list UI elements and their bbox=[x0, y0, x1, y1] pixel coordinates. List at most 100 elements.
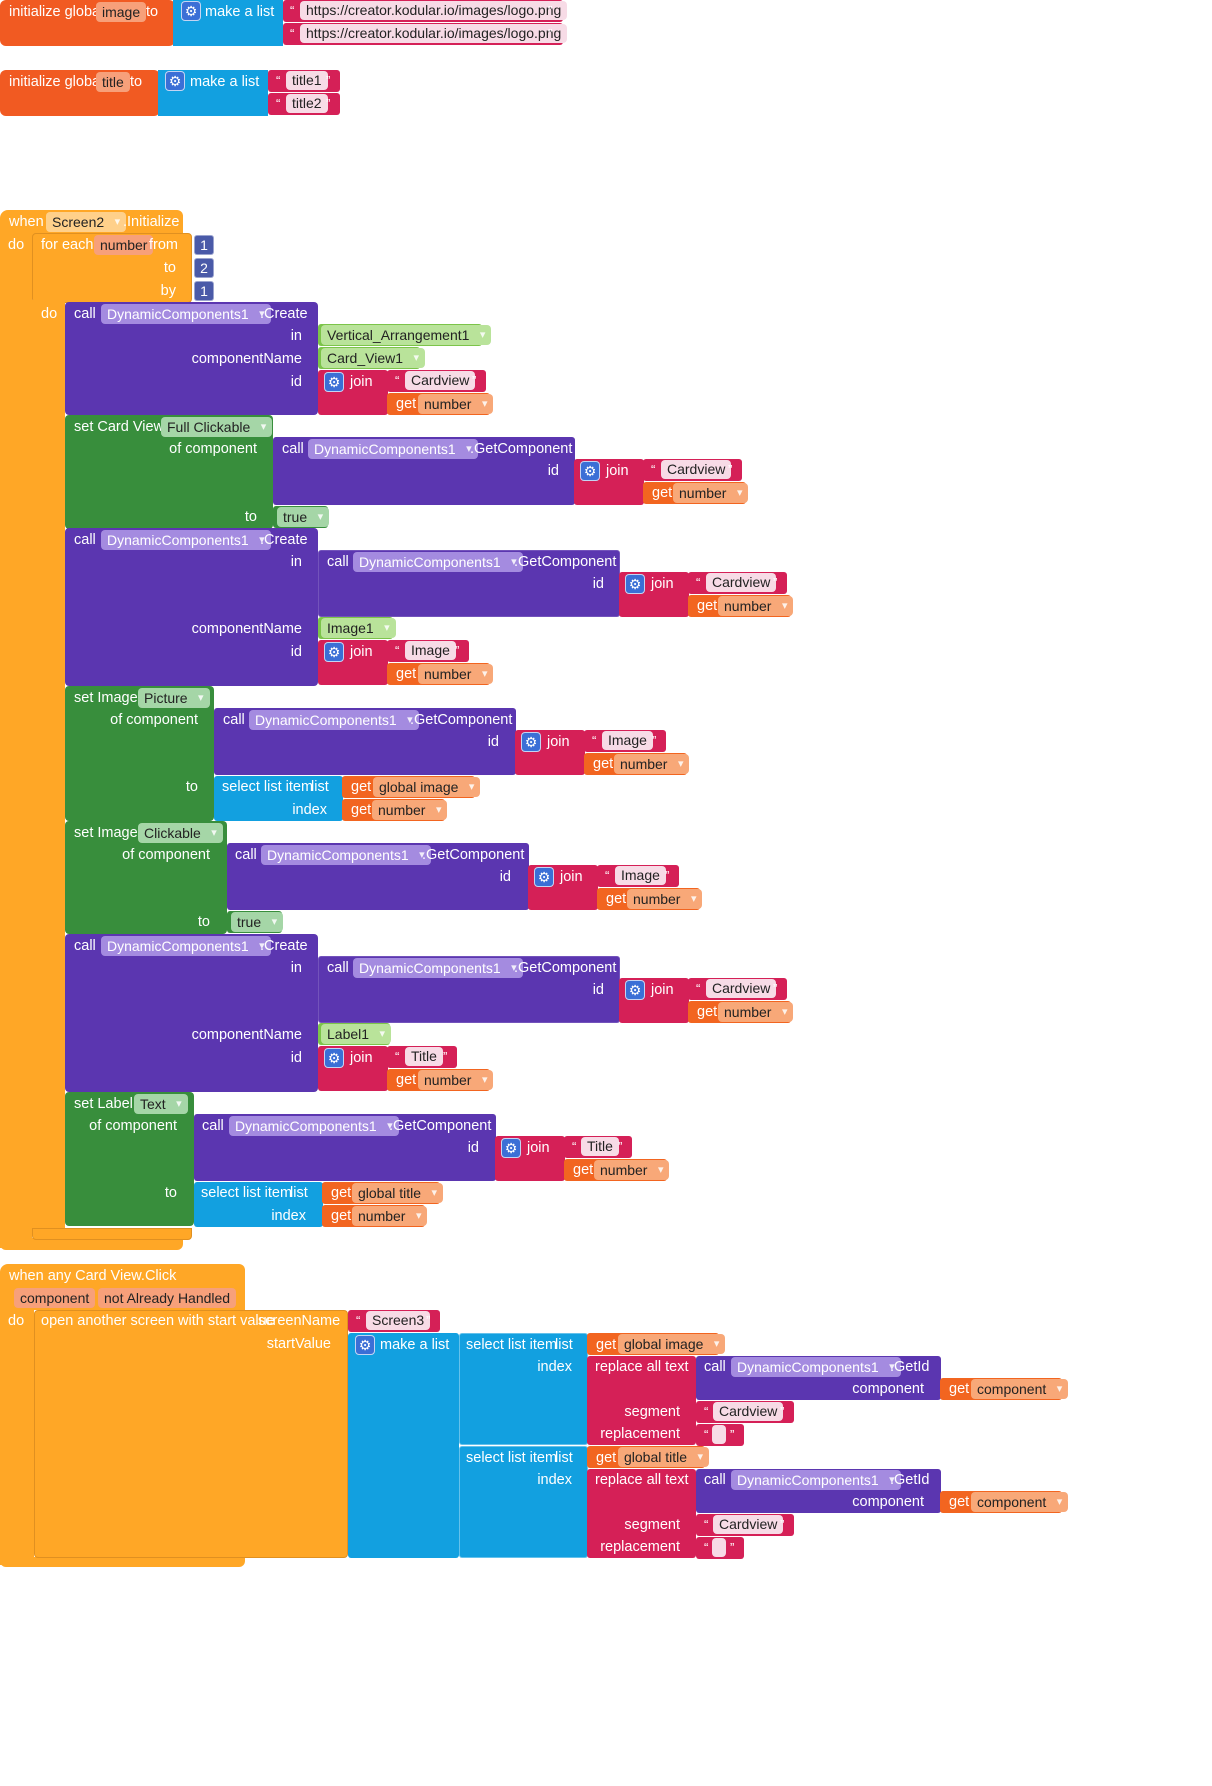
component-dropdown-dyn[interactable]: DynamicComponents1 bbox=[731, 1470, 901, 1490]
var-number-dropdown[interactable]: number bbox=[594, 1160, 670, 1180]
var-global-image-dropdown[interactable]: global image bbox=[373, 777, 481, 797]
for-each-label: for each bbox=[41, 237, 94, 253]
gear-icon[interactable]: ⚙ bbox=[181, 1, 201, 21]
string-cardview[interactable]: Cardview bbox=[706, 979, 777, 998]
var-component-dropdown[interactable]: component bbox=[971, 1379, 1069, 1399]
card-view1-dropdown[interactable]: Card_View1 bbox=[321, 348, 426, 368]
segment-label: segment bbox=[624, 1404, 680, 1420]
get-label: get bbox=[351, 802, 372, 818]
string-cardview[interactable]: Cardview bbox=[661, 460, 732, 479]
setter-image-picture[interactable] bbox=[65, 686, 214, 821]
string-cardview[interactable]: Cardview bbox=[706, 573, 777, 592]
method-create: .Create bbox=[260, 532, 308, 548]
component-dropdown-dyn[interactable]: DynamicComponents1 bbox=[353, 958, 523, 978]
create-block-image[interactable] bbox=[65, 528, 318, 686]
gear-icon[interactable]: ⚙ bbox=[534, 867, 554, 887]
gear-icon[interactable]: ⚙ bbox=[324, 1048, 344, 1068]
var-name-title[interactable]: title bbox=[96, 72, 130, 92]
replace-all-text-block[interactable] bbox=[587, 1356, 696, 1445]
param-component[interactable]: component bbox=[14, 1288, 96, 1308]
get-label: get bbox=[331, 1208, 352, 1224]
var-global-image-dropdown[interactable]: global image bbox=[618, 1334, 726, 1354]
boolean-dropdown-true[interactable]: true bbox=[231, 912, 284, 932]
param-not-already-handled[interactable]: not Already Handled bbox=[98, 1288, 237, 1308]
var-number-dropdown[interactable]: number bbox=[418, 1070, 494, 1090]
select-list-item-block[interactable] bbox=[194, 1182, 323, 1227]
var-number-dropdown[interactable]: number bbox=[718, 596, 794, 616]
number-to[interactable]: 2 bbox=[194, 258, 214, 278]
gear-icon[interactable]: ⚙ bbox=[625, 574, 645, 594]
string-cardview[interactable]: Cardview bbox=[405, 371, 476, 390]
string-cardview[interactable]: Cardview bbox=[713, 1402, 784, 1421]
property-dropdown[interactable]: Text bbox=[134, 1094, 188, 1114]
var-component-dropdown[interactable]: component bbox=[971, 1492, 1069, 1512]
string-screen3[interactable]: Screen3 bbox=[366, 1311, 431, 1330]
setter-label-text[interactable] bbox=[65, 1092, 194, 1226]
var-number-dropdown[interactable]: number bbox=[418, 394, 494, 414]
gear-icon[interactable]: ⚙ bbox=[521, 732, 541, 752]
gear-icon[interactable]: ⚙ bbox=[324, 642, 344, 662]
string-cardview[interactable]: Cardview bbox=[713, 1515, 784, 1534]
number-by[interactable]: 1 bbox=[194, 281, 214, 301]
string-image[interactable]: Image bbox=[602, 731, 653, 750]
component-dropdown-screen2[interactable]: Screen2 bbox=[46, 212, 127, 232]
string-image[interactable]: Image bbox=[615, 866, 666, 885]
loop-var-number[interactable]: number bbox=[94, 235, 154, 255]
string-empty[interactable] bbox=[712, 1425, 726, 1444]
component-dropdown-dyn[interactable]: DynamicComponents1 bbox=[353, 552, 523, 572]
string-title[interactable]: Title bbox=[405, 1047, 443, 1066]
var-number-dropdown[interactable]: number bbox=[418, 664, 494, 684]
string-title[interactable]: Title bbox=[581, 1137, 619, 1156]
label1-dropdown[interactable]: Label1 bbox=[321, 1024, 392, 1044]
component-dropdown-dyn[interactable]: DynamicComponents1 bbox=[731, 1357, 901, 1377]
gear-icon[interactable]: ⚙ bbox=[355, 1335, 375, 1355]
var-number-dropdown[interactable]: number bbox=[352, 1206, 428, 1226]
make-list-block[interactable] bbox=[348, 1333, 459, 1558]
component-dropdown-dyn[interactable]: DynamicComponents1 bbox=[101, 530, 271, 550]
var-global-title-dropdown[interactable]: global title bbox=[352, 1183, 444, 1203]
component-dropdown-dyn[interactable]: DynamicComponents1 bbox=[101, 304, 271, 324]
var-number-dropdown[interactable]: number bbox=[627, 889, 703, 909]
make-list-label: make a list bbox=[205, 4, 275, 20]
var-number-dropdown[interactable]: number bbox=[673, 483, 749, 503]
var-number-dropdown[interactable]: number bbox=[614, 754, 690, 774]
image1-dropdown[interactable]: Image1 bbox=[321, 618, 396, 638]
component-dropdown-dyn[interactable]: DynamicComponents1 bbox=[229, 1116, 399, 1136]
gear-icon[interactable]: ⚙ bbox=[625, 980, 645, 1000]
component-dropdown-dyn[interactable]: DynamicComponents1 bbox=[249, 710, 419, 730]
gear-icon[interactable]: ⚙ bbox=[580, 461, 600, 481]
get-label: get bbox=[697, 598, 718, 614]
string-image[interactable]: Image bbox=[405, 641, 456, 660]
number-from[interactable]: 1 bbox=[194, 235, 214, 255]
gear-icon[interactable]: ⚙ bbox=[501, 1138, 521, 1158]
select-list-item-block[interactable] bbox=[214, 776, 343, 821]
component-dropdown-dyn[interactable]: DynamicComponents1 bbox=[308, 439, 478, 459]
gear-icon[interactable]: ⚙ bbox=[324, 372, 344, 392]
string-empty[interactable] bbox=[712, 1538, 726, 1557]
vertical-arrangement-dropdown[interactable]: Vertical_Arrangement1 bbox=[321, 325, 492, 345]
select-list-item-title[interactable] bbox=[459, 1446, 588, 1558]
select-list-item-image[interactable] bbox=[459, 1333, 588, 1445]
boolean-dropdown-true[interactable]: true bbox=[277, 507, 330, 527]
gear-icon[interactable]: ⚙ bbox=[165, 71, 185, 91]
string-url-1[interactable]: https://creator.kodular.io/images/logo.p… bbox=[300, 1, 568, 20]
property-dropdown[interactable]: Clickable bbox=[138, 823, 223, 843]
call-label: call bbox=[327, 960, 349, 976]
var-global-title-dropdown[interactable]: global title bbox=[618, 1447, 710, 1467]
var-number-dropdown[interactable]: number bbox=[718, 1002, 794, 1022]
property-dropdown[interactable]: Full Clickable bbox=[161, 417, 273, 437]
open-another-screen-block[interactable] bbox=[34, 1310, 348, 1558]
replace-all-text-block[interactable] bbox=[587, 1469, 696, 1558]
component-dropdown-dyn[interactable]: DynamicComponents1 bbox=[101, 936, 271, 956]
init-global-title-block[interactable] bbox=[0, 70, 160, 116]
property-dropdown[interactable]: Picture bbox=[138, 688, 210, 708]
string-url-2[interactable]: https://creator.kodular.io/images/logo.p… bbox=[300, 24, 568, 43]
create-block-label[interactable] bbox=[65, 934, 318, 1092]
component-dropdown-dyn[interactable]: DynamicComponents1 bbox=[261, 845, 431, 865]
var-name-image[interactable]: image bbox=[96, 2, 147, 22]
string-title2[interactable]: title2 bbox=[286, 94, 328, 113]
string-title1[interactable]: title1 bbox=[286, 71, 328, 90]
var-number-dropdown[interactable]: number bbox=[372, 800, 448, 820]
method-getcomponent: .GetComponent bbox=[422, 847, 525, 863]
call-label: call bbox=[704, 1359, 726, 1375]
